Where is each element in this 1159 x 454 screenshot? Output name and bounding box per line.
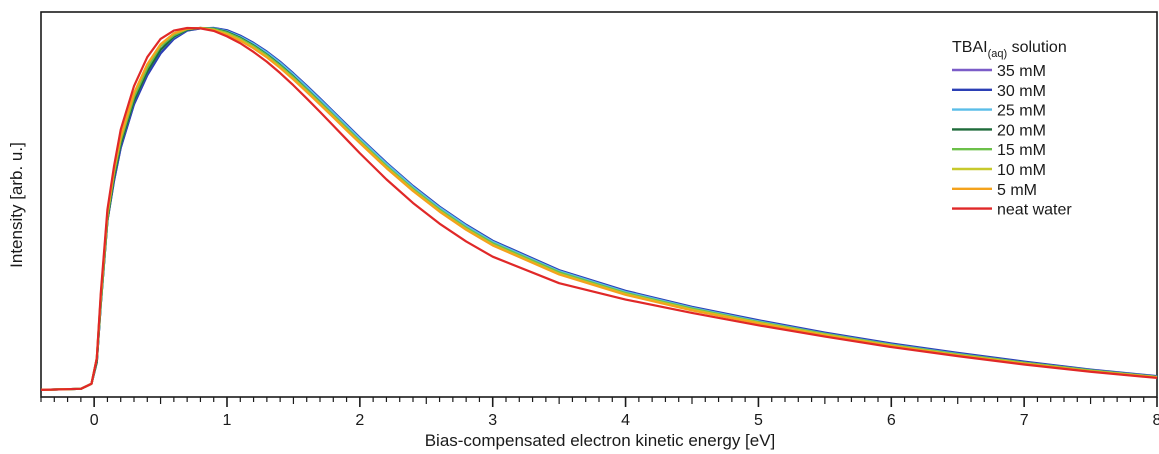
- series-line-7: [40, 26, 1158, 392]
- y-axis-label: Intensity [arb. u.]: [7, 142, 26, 268]
- x-tick-label: 0: [90, 412, 99, 429]
- legend-entry: 5 mM: [997, 182, 1037, 199]
- x-axis: 0 1 2 3 4 5 6 7 8: [40, 397, 1159, 429]
- x-tick-label: 8: [1153, 412, 1159, 429]
- x-tick-label: 2: [355, 412, 364, 429]
- series-layer: [40, 26, 1158, 392]
- x-tick-label: 5: [754, 412, 763, 429]
- x-tick-label: 7: [1020, 412, 1029, 429]
- legend: TBAI(aq) solution 35 mM 30 mM 25 mM 20 mM 15 …: [952, 39, 1072, 219]
- legend-entry: 35 mM: [997, 63, 1046, 80]
- legend-entry: 30 mM: [997, 83, 1046, 100]
- legend-entry: 25 mM: [997, 103, 1046, 120]
- x-tick-label: 4: [621, 412, 630, 429]
- x-tick-label: 1: [223, 412, 232, 429]
- legend-entry: 15 mM: [997, 142, 1046, 159]
- legend-title: TBAI(aq) solution: [952, 39, 1067, 60]
- x-tick-label: 6: [887, 412, 896, 429]
- legend-entry: neat water: [997, 202, 1072, 219]
- x-axis-label: Bias-compensated electron kinetic energy…: [425, 431, 776, 450]
- x-tick-label: 3: [488, 412, 497, 429]
- legend-entry: 20 mM: [997, 122, 1046, 139]
- legend-entry: 10 mM: [997, 162, 1046, 179]
